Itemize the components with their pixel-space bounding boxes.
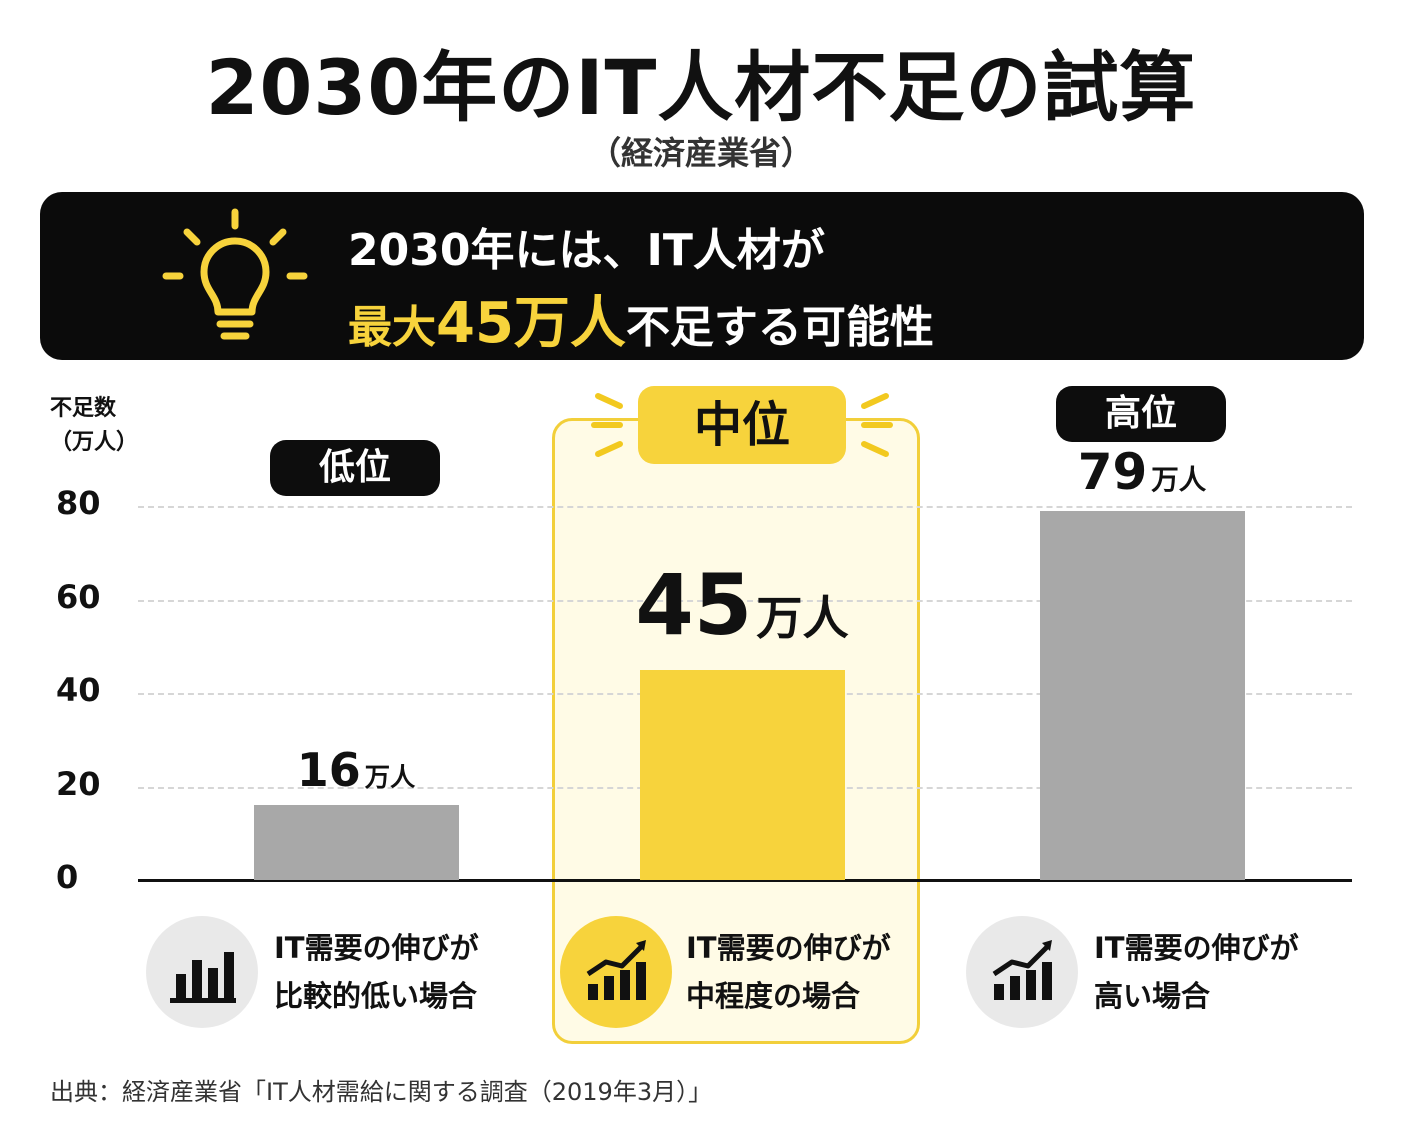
sparkle-icon [591,393,623,457]
scenario-icon-low [146,916,258,1028]
gridline [138,599,1352,602]
growth-chart-icon [992,940,1052,1000]
bar-high [1039,510,1245,880]
scenario-text-low: IT需要の伸びが 比較的低い場合 [274,924,479,1020]
scenario-icon-mid [560,916,672,1028]
category-label-mid: 中位 [638,386,846,464]
scenario-icon-high [966,916,1078,1028]
y-tick-label: 0 [56,858,79,896]
bar-value-label-mid: 45万人 [592,556,892,654]
y-axis-label-line1: 不足数 [50,396,117,421]
scenario-mid-line2: 中程度の場合 [686,979,861,1013]
scenario-low-line2: 比較的低い場合 [274,979,478,1013]
scenario-text-high: IT需要の伸びが 高い場合 [1094,924,1299,1020]
banner-highlight-b: 45万人 [436,291,626,356]
gridline [138,506,1352,508]
bar-value-label-low: 16 万人 [206,743,506,797]
category-label-high: 高位 [1056,386,1226,442]
banner-rest: 不足する可能性 [625,302,934,353]
bar-value-number: 79 [1077,443,1148,502]
bar-value-unit: 万人 [364,763,416,793]
bar-chart-icon [170,952,236,1003]
y-axis-label-line2: （万人） [50,430,139,455]
banner-highlight-a: 最大 [348,302,436,353]
y-axis-label: 不足数 （万人） [50,392,138,460]
lightbulb-icon [162,208,308,340]
bar-value-unit: 万人 [756,591,849,646]
page-subtitle: （経済産業省） [588,134,813,172]
scenario-text-mid: IT需要の伸びが 中程度の場合 [686,924,891,1020]
category-label-low: 低位 [270,440,440,496]
bar-value-number: 45 [635,556,753,655]
banner-line1: 2030年には、IT人材が [348,225,825,276]
bar-mid [639,669,845,880]
growth-chart-icon [586,940,646,1000]
scenario-low-line1: IT需要の伸びが [274,931,479,965]
page-title: 2030年のIT人材不足の試算 [205,43,1197,132]
source-note: 出典：経済産業省「IT人材需給に関する調査（2019年3月）」 [50,1078,713,1106]
bar-low [253,805,459,880]
scenario-high-line1: IT需要の伸びが [1094,931,1299,965]
y-tick-label: 40 [56,671,101,709]
scenario-mid-line1: IT需要の伸びが [686,931,891,965]
banner-line2: 最大45万人不足する可能性 [348,278,934,359]
bar-value-unit: 万人 [1151,464,1207,497]
x-axis-line [138,879,1352,882]
bar-value-number: 16 [296,743,361,798]
scenario-high-line2: 高い場合 [1094,979,1211,1013]
y-tick-label: 60 [56,577,101,616]
sparkle-icon [861,393,893,457]
summary-banner: 2030年には、IT人材が 最大45万人不足する可能性 [40,192,1364,360]
bar-value-label-high: 79 万人 [992,443,1292,501]
y-tick-label: 20 [56,764,101,803]
y-tick-label: 80 [56,484,101,522]
